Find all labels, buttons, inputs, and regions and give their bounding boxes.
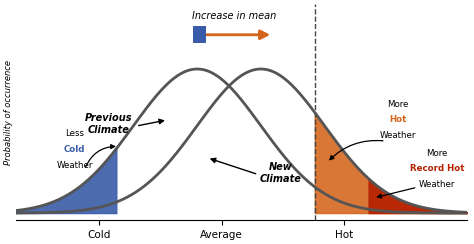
Bar: [193, 26, 207, 43]
Text: New
Climate: New Climate: [259, 162, 301, 183]
Text: Previous
Climate: Previous Climate: [85, 113, 133, 134]
Text: Hot: Hot: [389, 115, 407, 124]
Text: Less: Less: [65, 129, 84, 138]
Y-axis label: Probability of occurrence: Probability of occurrence: [4, 60, 13, 165]
Text: Weather: Weather: [56, 161, 93, 170]
Text: More: More: [387, 100, 409, 109]
Text: Cold: Cold: [64, 145, 85, 154]
Text: Weather: Weather: [380, 131, 416, 140]
Text: Increase in mean: Increase in mean: [192, 11, 276, 21]
Text: Record Hot: Record Hot: [410, 164, 465, 173]
Text: More: More: [427, 149, 448, 158]
Text: Weather: Weather: [419, 180, 456, 189]
